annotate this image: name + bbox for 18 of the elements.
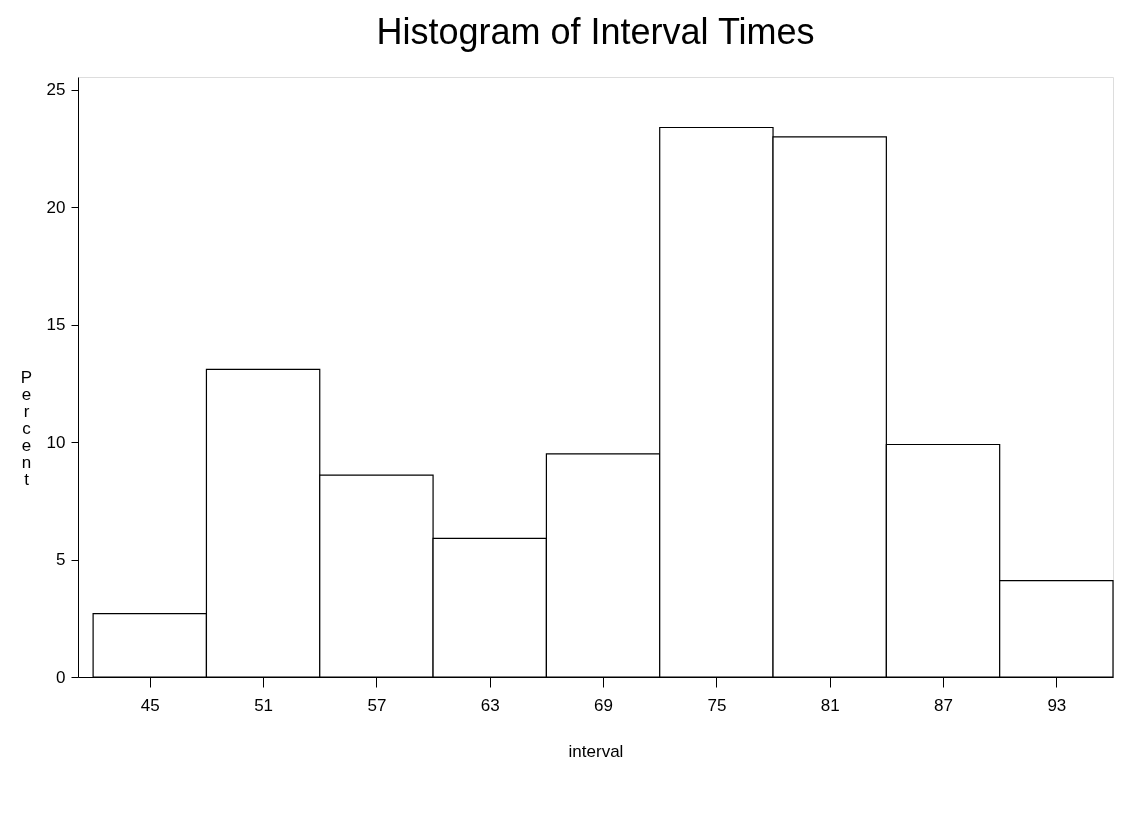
x-tick-label: 57 xyxy=(367,695,387,715)
y-tick-label: 15 xyxy=(46,315,66,335)
y-tick-label: 0 xyxy=(56,667,66,687)
x-tick-label: 45 xyxy=(140,695,160,715)
y-tick-label: 25 xyxy=(46,80,66,100)
x-tick-label: 87 xyxy=(934,695,953,715)
x-tick-label: 75 xyxy=(707,695,727,715)
y-axis-title: Percent xyxy=(20,367,33,489)
y-tick-label: 10 xyxy=(46,432,66,452)
x-tick-label: 51 xyxy=(254,695,274,715)
y-tick-label: 20 xyxy=(46,197,66,217)
x-tick-label: 81 xyxy=(820,695,840,715)
x-tick-label: 93 xyxy=(1047,695,1067,715)
x-axis-title: interval xyxy=(568,741,624,761)
x-tick-label: 63 xyxy=(480,695,500,715)
y-tick-label: 5 xyxy=(56,550,66,570)
chart-title: Histogram of Interval Times xyxy=(376,11,815,52)
x-tick-label: 69 xyxy=(594,695,614,715)
